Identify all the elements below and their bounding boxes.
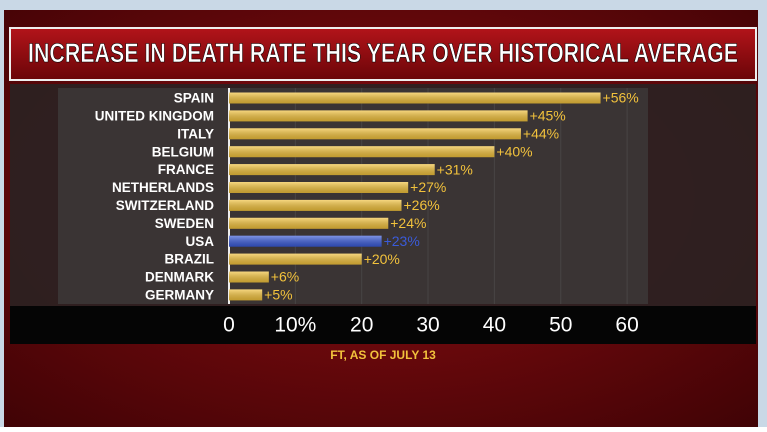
value-label: +20% xyxy=(364,251,400,267)
bar-shine xyxy=(229,289,263,301)
chart-title: INCREASE IN DEATH RATE THIS YEAR OVER HI… xyxy=(28,38,738,68)
bar-shine xyxy=(229,146,495,158)
value-label: +23% xyxy=(384,233,420,249)
x-tick-label: 40 xyxy=(483,314,506,337)
x-tick-label: 0 xyxy=(223,314,235,337)
bar-shine xyxy=(229,164,435,176)
value-label: +31% xyxy=(437,161,473,177)
source: FT, AS OF JULY 13 xyxy=(330,348,436,362)
bar-shine xyxy=(229,182,409,193)
category-label: BRAZIL xyxy=(165,252,215,267)
bar-shine xyxy=(229,235,382,247)
category-label: SWEDEN xyxy=(155,216,214,231)
plot-area xyxy=(58,88,648,304)
bar-shine xyxy=(229,128,521,140)
title-bar xyxy=(9,27,757,81)
bar-shine xyxy=(229,110,528,122)
x-tick-label: 20 xyxy=(350,314,373,337)
value-label: +26% xyxy=(404,197,440,213)
x-tick-label: 50 xyxy=(549,314,572,337)
x-tick-label: 10% xyxy=(274,314,316,337)
axis-strip xyxy=(10,306,756,344)
bar-shine xyxy=(229,199,402,211)
value-label: +44% xyxy=(523,126,559,142)
category-label: SWITZERLAND xyxy=(116,198,214,213)
value-label: +56% xyxy=(603,90,639,106)
category-label: DENMARK xyxy=(145,270,214,285)
category-label: NETHERLANDS xyxy=(112,180,214,195)
value-label: +27% xyxy=(410,179,446,195)
category-label: ITALY xyxy=(177,126,214,141)
category-label: SPAIN xyxy=(174,91,214,106)
category-label: USA xyxy=(185,234,214,249)
bar-shine xyxy=(229,271,269,283)
value-label: +45% xyxy=(530,108,566,124)
bar-shine xyxy=(229,217,389,229)
x-tick-label: 60 xyxy=(615,314,638,337)
category-label: GERMANY xyxy=(145,287,214,302)
value-label: +24% xyxy=(390,215,426,231)
value-label: +5% xyxy=(264,287,292,303)
category-label: UNITED KINGDOM xyxy=(95,108,214,123)
bar-shine xyxy=(229,92,601,104)
category-label: FRANCE xyxy=(158,162,214,177)
x-tick-label: 30 xyxy=(416,314,439,337)
value-label: +40% xyxy=(496,143,532,159)
value-label: +6% xyxy=(271,269,299,285)
bar-shine xyxy=(229,253,362,265)
category-label: BELGIUM xyxy=(152,144,214,159)
